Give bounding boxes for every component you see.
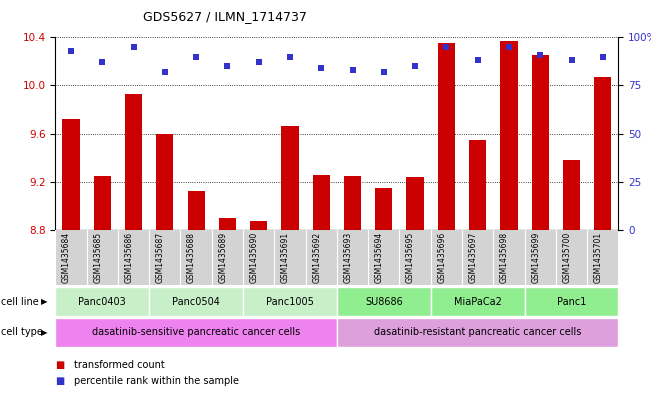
- Bar: [431, 287, 525, 316]
- Bar: [337, 318, 618, 347]
- Text: Panc1: Panc1: [557, 297, 586, 307]
- Bar: [532, 55, 549, 230]
- Point: [348, 67, 358, 73]
- Text: GSM1435693: GSM1435693: [344, 231, 353, 283]
- Text: dasatinib-resistant pancreatic cancer cells: dasatinib-resistant pancreatic cancer ce…: [374, 327, 581, 338]
- Text: GSM1435701: GSM1435701: [594, 231, 603, 283]
- Bar: [250, 222, 268, 230]
- Text: Panc1005: Panc1005: [266, 297, 314, 307]
- Text: percentile rank within the sample: percentile rank within the sample: [74, 376, 238, 386]
- Bar: [344, 176, 361, 230]
- Point: [504, 44, 514, 50]
- Point: [410, 63, 421, 69]
- Point: [316, 65, 326, 71]
- Bar: [469, 140, 486, 230]
- Text: GSM1435695: GSM1435695: [406, 231, 415, 283]
- Point: [66, 48, 76, 54]
- Bar: [149, 287, 243, 316]
- Text: Panc0504: Panc0504: [172, 297, 220, 307]
- Bar: [406, 177, 424, 230]
- Text: ▶: ▶: [41, 328, 48, 337]
- Text: MiaPaCa2: MiaPaCa2: [454, 297, 502, 307]
- Point: [379, 69, 389, 75]
- Point: [284, 53, 295, 60]
- Text: GSM1435687: GSM1435687: [156, 231, 165, 283]
- Point: [535, 51, 546, 58]
- Text: GSM1435684: GSM1435684: [62, 231, 71, 283]
- Text: GSM1435696: GSM1435696: [437, 231, 447, 283]
- Bar: [563, 160, 580, 230]
- Bar: [281, 127, 299, 230]
- Point: [253, 59, 264, 66]
- Bar: [375, 188, 393, 230]
- Point: [473, 57, 483, 64]
- Text: cell line: cell line: [1, 297, 39, 307]
- Text: GSM1435688: GSM1435688: [187, 231, 196, 283]
- Text: dasatinib-sensitive pancreatic cancer cells: dasatinib-sensitive pancreatic cancer ce…: [92, 327, 300, 338]
- Text: GSM1435690: GSM1435690: [250, 231, 258, 283]
- Text: ■: ■: [55, 360, 64, 370]
- Bar: [594, 77, 611, 230]
- Point: [222, 63, 232, 69]
- Bar: [156, 134, 173, 230]
- Bar: [219, 218, 236, 230]
- Text: GSM1435692: GSM1435692: [312, 231, 321, 283]
- Bar: [55, 287, 149, 316]
- Point: [566, 57, 577, 64]
- Point: [128, 44, 139, 50]
- Bar: [337, 287, 431, 316]
- Bar: [125, 94, 142, 230]
- Bar: [94, 176, 111, 230]
- Bar: [62, 119, 79, 230]
- Text: transformed count: transformed count: [74, 360, 164, 370]
- Text: GSM1435694: GSM1435694: [375, 231, 384, 283]
- Bar: [55, 318, 337, 347]
- Bar: [187, 191, 204, 230]
- Bar: [501, 41, 518, 230]
- Point: [97, 59, 107, 66]
- Point: [159, 69, 170, 75]
- Bar: [243, 287, 337, 316]
- Bar: [525, 287, 618, 316]
- Bar: [437, 43, 455, 230]
- Text: GSM1435686: GSM1435686: [124, 231, 133, 283]
- Text: GSM1435698: GSM1435698: [500, 231, 509, 283]
- Text: GSM1435699: GSM1435699: [531, 231, 540, 283]
- Text: cell type: cell type: [1, 327, 43, 338]
- Text: GSM1435685: GSM1435685: [93, 231, 102, 283]
- Text: ■: ■: [55, 376, 64, 386]
- Text: GSM1435697: GSM1435697: [469, 231, 478, 283]
- Text: GSM1435689: GSM1435689: [218, 231, 227, 283]
- Point: [191, 53, 201, 60]
- Point: [441, 44, 452, 50]
- Text: GSM1435700: GSM1435700: [562, 231, 572, 283]
- Point: [598, 53, 608, 60]
- Bar: [312, 174, 330, 230]
- Text: SU8686: SU8686: [365, 297, 403, 307]
- Text: GDS5627 / ILMN_1714737: GDS5627 / ILMN_1714737: [143, 10, 307, 23]
- Text: ▶: ▶: [41, 297, 48, 306]
- Text: Panc0403: Panc0403: [78, 297, 126, 307]
- Text: GSM1435691: GSM1435691: [281, 231, 290, 283]
